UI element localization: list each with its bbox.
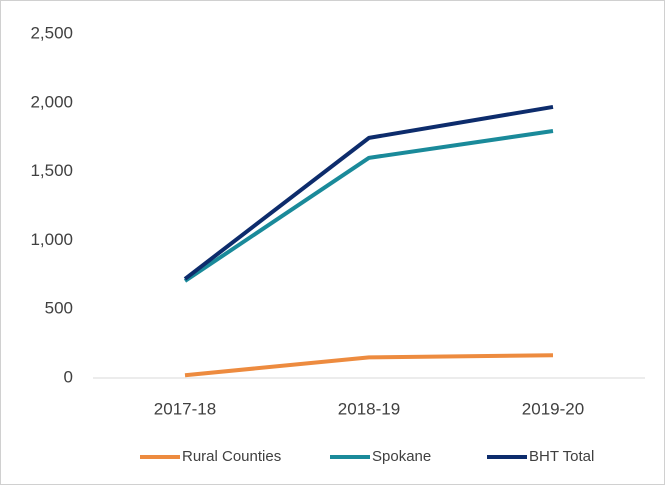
y-tick-label: 500 — [45, 299, 73, 318]
legend-label: Spokane — [372, 448, 431, 465]
x-tick-label: 2019-20 — [522, 399, 584, 418]
line-series — [183, 104, 554, 281]
line-series — [183, 129, 554, 283]
legend-label: Rural Counties — [182, 448, 281, 465]
y-tick-label: 1,500 — [30, 161, 73, 180]
y-tick-label: 0 — [64, 367, 73, 386]
x-tick-label: 2017-18 — [154, 399, 216, 418]
line-series — [184, 353, 554, 378]
y-tick-label: 1,000 — [30, 230, 73, 249]
legend-label: BHT Total — [529, 448, 594, 465]
x-tick-label: 2018-19 — [338, 399, 400, 418]
y-tick-label: 2,000 — [30, 92, 73, 111]
y-tick-label: 2,500 — [30, 23, 73, 42]
